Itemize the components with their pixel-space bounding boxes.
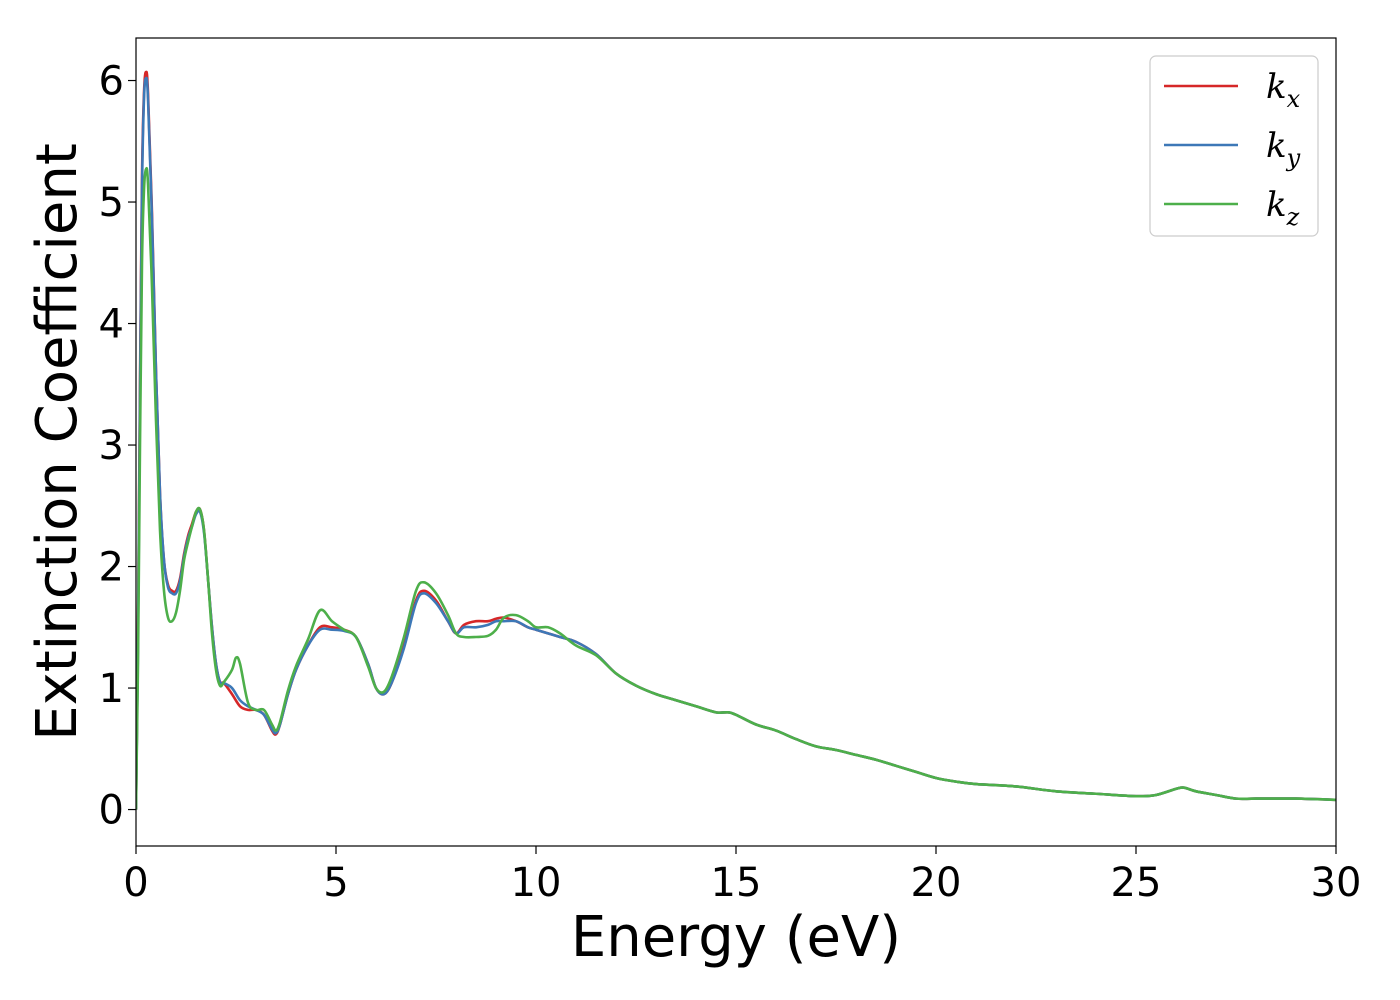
- legend-label-main: k: [1266, 67, 1287, 107]
- legend-label: kz: [1266, 185, 1300, 231]
- y-axis-ticks: 0 1 2 3 4 5 6: [99, 59, 136, 834]
- legend-label-subscript: z: [1286, 203, 1300, 231]
- legend-label-main: k: [1266, 185, 1287, 225]
- x-axis-label: Energy (eV): [571, 905, 901, 970]
- series-layer: [136, 70, 1336, 810]
- y-tick-label: 2: [99, 545, 124, 591]
- y-tick-label: 0: [99, 788, 124, 834]
- y-tick-label: 5: [99, 180, 124, 226]
- y-axis-label: Extinction Coefficient: [25, 143, 90, 741]
- x-tick-label: 30: [1311, 860, 1362, 906]
- x-tick-label: 25: [1111, 860, 1162, 906]
- x-tick-label: 10: [511, 860, 562, 906]
- x-tick-label: 15: [711, 860, 762, 906]
- x-tick-label: 20: [911, 860, 962, 906]
- plot-area: [135, 37, 1337, 847]
- legend-label-subscript: x: [1287, 85, 1301, 113]
- series-line-kz: [136, 166, 1336, 810]
- legend-label-subscript: y: [1286, 144, 1301, 172]
- y-tick-label: 4: [99, 302, 124, 348]
- x-tick-label: 0: [123, 860, 148, 906]
- x-tick-label: 5: [323, 860, 348, 906]
- legend-label-main: k: [1266, 126, 1287, 166]
- y-tick-label: 1: [99, 666, 124, 712]
- x-axis-ticks: 0 5 10 15 20 25 30: [123, 846, 1361, 906]
- y-tick-label: 6: [99, 59, 124, 105]
- y-tick-label: 3: [99, 423, 124, 469]
- legend-label: kx: [1266, 67, 1301, 113]
- legend-label: ky: [1266, 126, 1301, 172]
